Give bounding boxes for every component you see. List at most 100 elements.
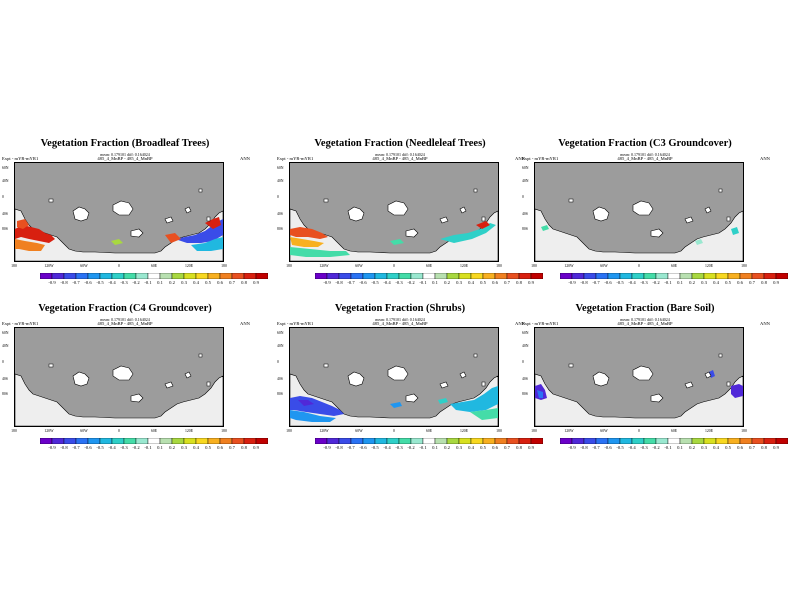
colorbar-tick-label: 0.7 <box>229 445 235 450</box>
colorbar-tick-label: -0.2 <box>132 280 140 285</box>
colorbar-tick-label: 0.3 <box>456 280 462 285</box>
colorbar-tick-label: -0.6 <box>84 280 92 285</box>
x-tick-label: 0 <box>638 264 640 268</box>
x-tick-label: 120E <box>459 429 469 433</box>
colorbar-tick-label: -0.6 <box>604 445 612 450</box>
colorbar-svg <box>560 273 788 279</box>
x-tick-label: 0 <box>393 429 395 433</box>
lake-shape <box>568 363 574 368</box>
expt-label: Expt - mYR-mYR1 <box>522 156 559 161</box>
colorbar-swatch <box>99 273 113 279</box>
anomaly-patch <box>450 386 498 412</box>
x-tick-label: 180 <box>496 429 502 433</box>
chart-stats: mean: 0.179101 diff: 0.164024 <box>375 317 425 322</box>
colorbar-tick-label: -0.3 <box>640 445 648 450</box>
colorbar-swatch <box>40 273 53 279</box>
colorbar-swatch <box>231 438 245 444</box>
colorbar-tick-label: 0.6 <box>492 445 498 450</box>
x-tick-label: 0 <box>638 429 640 433</box>
colorbar-tick-label: 0.2 <box>444 280 450 285</box>
colorbar-tick-label: -0.1 <box>419 445 427 450</box>
x-tick-label: 60E <box>670 429 678 433</box>
colorbar-tick-label: 0.2 <box>689 280 695 285</box>
colorbar-tick-label: 0.1 <box>677 280 683 285</box>
chart-stats: mean: 0.179101 diff: 0.164024 <box>100 317 150 322</box>
colorbar-tick-label: 0.2 <box>169 280 175 285</box>
colorbar-tick-label: -0.1 <box>664 280 672 285</box>
colorbar-tick-label: -0.8 <box>335 280 343 285</box>
colorbar-swatch <box>231 273 245 279</box>
colorbar-swatch <box>362 273 376 279</box>
colorbar-swatch <box>434 438 448 444</box>
island-shape <box>459 371 467 379</box>
colorbar-swatch <box>87 438 101 444</box>
chart-stats: mean: 0.179101 diff: 0.164024 <box>620 317 670 322</box>
colorbar-tick-label: -0.1 <box>144 280 152 285</box>
colorbar-tick-label: -0.4 <box>628 445 636 450</box>
colorbar-tick-label: -0.2 <box>652 445 660 450</box>
colorbar-tick-label: 0.1 <box>432 445 438 450</box>
colorbar-swatch <box>631 273 645 279</box>
colorbar-swatch <box>195 438 209 444</box>
colorbar-tick-label: -0.1 <box>419 280 427 285</box>
x-tick-label: 60E <box>425 264 433 268</box>
map-plot <box>534 327 744 427</box>
island-shape <box>387 200 409 216</box>
x-tick-label: 180 <box>741 429 747 433</box>
colorbar-swatch <box>763 273 777 279</box>
map-svg <box>535 353 743 426</box>
panel-bare-soil: Vegetation Fraction (Bare Soil) mean: 0.… <box>520 303 788 463</box>
x-tick-label: 180 <box>11 264 17 268</box>
map-plot <box>14 327 224 427</box>
x-tick-label: 180 <box>221 429 227 433</box>
lake-shape <box>481 216 486 222</box>
season-label: ANN <box>515 321 525 326</box>
colorbar-tick-label: 0.3 <box>701 280 707 285</box>
colorbar-tick-label: -0.3 <box>395 280 403 285</box>
y-tick-label: 60N <box>2 166 9 170</box>
colorbar-swatch <box>571 438 585 444</box>
colorbar-swatch <box>607 273 621 279</box>
anomaly-patch <box>165 233 181 243</box>
colorbar-tick-label: -0.7 <box>72 445 80 450</box>
island-shape <box>650 228 664 238</box>
colorbar-swatch <box>183 273 197 279</box>
x-tick-label: 120W <box>319 429 329 433</box>
colorbar-swatch <box>410 273 424 279</box>
lake-shape <box>718 188 723 193</box>
cases-label: 485_4_MnBP - 485_4_MnBP <box>97 156 153 161</box>
island-shape <box>130 228 144 238</box>
colorbar-tick-labels: -0.9 -0.8 -0.7 -0.6 -0.5 -0.4 -0.3 -0.2 -0.1 0.1 0… <box>315 280 543 287</box>
colorbar-tick-label: -0.5 <box>96 445 104 450</box>
colorbar-swatch <box>195 273 209 279</box>
colorbar-tick-label: 0.2 <box>689 445 695 450</box>
x-tick-label: 0 <box>393 264 395 268</box>
map-plot <box>14 162 224 262</box>
x-tick-label: 180 <box>286 429 292 433</box>
x-tick-label: 60E <box>670 264 678 268</box>
colorbar-tick-label: 0.4 <box>468 280 474 285</box>
anomaly-patch <box>17 219 29 229</box>
colorbar-tick-label: 0.8 <box>516 445 522 450</box>
island-shape <box>592 206 610 222</box>
colorbar-swatch <box>111 273 125 279</box>
y-tick-label: 40N <box>2 344 9 348</box>
colorbar-tick-label: 0.4 <box>468 445 474 450</box>
island-shape <box>387 365 409 381</box>
island-shape <box>704 206 712 214</box>
colorbar-tick-label: -0.6 <box>359 445 367 450</box>
anomaly-patch <box>537 390 543 398</box>
y-tick-label: 40N <box>522 179 529 183</box>
colorbar-tick-label: -0.3 <box>395 445 403 450</box>
colorbar-svg <box>40 438 268 444</box>
x-tick-label: 120E <box>184 264 194 268</box>
map-svg <box>15 353 223 426</box>
map-plot <box>289 327 499 427</box>
colorbar-tick-label: -0.2 <box>132 445 140 450</box>
lake-shape <box>726 381 731 387</box>
colorbar-swatch <box>219 273 233 279</box>
colorbar-tick-label: -0.6 <box>359 280 367 285</box>
y-tick-label: 60N <box>522 331 529 335</box>
y-tick-label: 60N <box>2 331 9 335</box>
x-tick-label: 120W <box>564 264 574 268</box>
